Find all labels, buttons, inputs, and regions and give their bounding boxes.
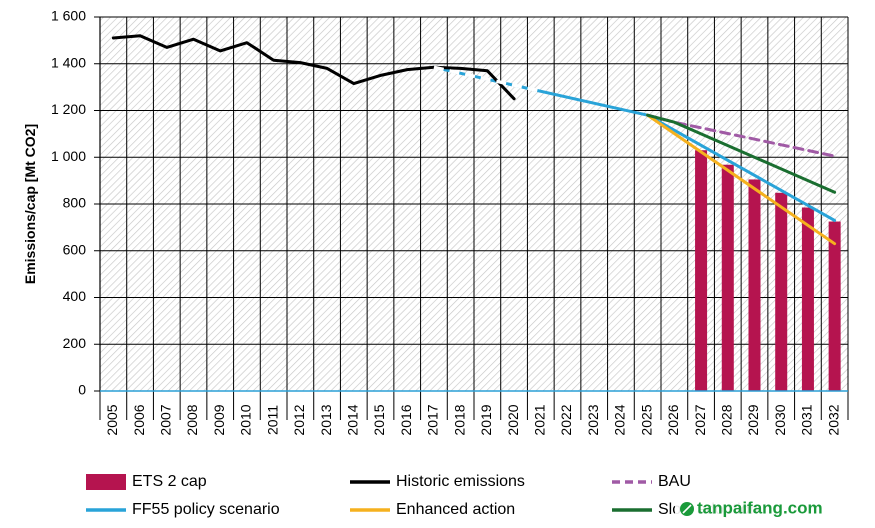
y-tick-label: 800 (63, 195, 87, 211)
x-tick-label: 2019 (478, 404, 494, 435)
x-tick-label: 2027 (692, 404, 708, 435)
x-tick-label: 2030 (772, 404, 788, 435)
x-tick-label: 2025 (638, 404, 654, 435)
x-tick-label: 2010 (238, 404, 254, 435)
x-tick-label: 2011 (264, 405, 280, 435)
y-tick-label: 600 (63, 241, 87, 257)
x-tick-label: 2008 (184, 404, 200, 435)
x-tick-label: 2014 (345, 404, 361, 435)
bar-ets2-cap-2032 (828, 221, 841, 391)
leaf-icon (680, 502, 694, 516)
bar-ets2-cap-2029 (748, 179, 761, 391)
bar-ets2-cap-2030 (775, 192, 788, 391)
bar-ets2-cap-2031 (801, 207, 814, 391)
legend-item-ets-2-cap: ETS 2 cap (86, 473, 207, 490)
legend-swatch (86, 474, 126, 490)
bar-ets2-cap-2027 (695, 150, 708, 391)
watermark: tanpaifang.com (675, 497, 870, 521)
ff55-dash-overlay (433, 65, 542, 93)
legend: ETS 2 cap Historic emissions BAU FF55 polic… (86, 473, 759, 518)
y-tick-label: 1 600 (51, 8, 86, 24)
legend-item-bau: BAU (612, 473, 691, 490)
x-tick-label: 2020 (505, 404, 521, 435)
line-historic-emissions (111, 34, 516, 101)
legend-item-ff55-policy-scenario: FF55 policy scenario (86, 501, 280, 518)
x-tick-label: 2026 (665, 404, 681, 435)
bar-series (695, 150, 841, 391)
legend-item-enhanced-action: Enhanced action (350, 501, 515, 518)
y-tick-label: 0 (78, 382, 86, 398)
x-tick-label: 2032 (825, 404, 841, 435)
watermark-backdrop (675, 497, 870, 521)
legend-label: BAU (658, 473, 691, 490)
x-tick-label: 2015 (371, 404, 387, 435)
y-tick-label: 1 200 (51, 101, 86, 117)
x-tick-label: 2021 (532, 404, 548, 435)
x-tick-label: 2016 (398, 404, 414, 435)
axes (94, 16, 848, 392)
line-enhanced-action (646, 113, 837, 246)
x-tick-label: 2018 (451, 404, 467, 435)
legend-label: ETS 2 cap (132, 473, 207, 490)
x-tick-labels: 2005 2006 2007 2008 2009 2010 2011 2012 2013 2014… (104, 404, 841, 435)
x-tick-label: 2031 (799, 404, 815, 435)
x-tick-label: 2013 (318, 404, 334, 435)
x-tick-label: 2024 (612, 404, 628, 435)
line-series (111, 34, 837, 246)
x-tick-label: 2017 (425, 404, 441, 435)
line-slow-adoption (646, 113, 837, 194)
bar-ets2-cap-2028 (721, 164, 734, 391)
legend-label: Historic emissions (396, 473, 525, 490)
x-tick-label: 2005 (104, 404, 120, 435)
x-tick-label: 2012 (291, 404, 307, 435)
y-axis-title: Emissions/cap [Mt CO2] (22, 124, 38, 284)
x-tick-label: 2029 (745, 404, 761, 435)
x-tick-label: 2007 (158, 404, 174, 435)
watermark-text: tanpaifang.com (697, 498, 823, 517)
legend-item-historic-emissions: Historic emissions (350, 473, 525, 490)
legend-label: Enhanced action (396, 501, 515, 518)
y-tick-labels: 0 200 400 600 800 1 000 1 200 1 400 1 600 (51, 8, 86, 398)
x-tick-label: 2009 (211, 404, 227, 435)
legend-label: FF55 policy scenario (132, 501, 280, 518)
x-tick-label: 2028 (719, 404, 735, 435)
y-tick-label: 1 400 (51, 54, 86, 70)
y-tick-label: 200 (63, 335, 87, 351)
x-tick-label: 2022 (558, 404, 574, 435)
x-tick-label: 2006 (131, 404, 147, 435)
x-tick-label: 2023 (585, 404, 601, 435)
y-tick-label: 400 (63, 288, 87, 304)
y-tick-label: 1 000 (51, 148, 86, 164)
